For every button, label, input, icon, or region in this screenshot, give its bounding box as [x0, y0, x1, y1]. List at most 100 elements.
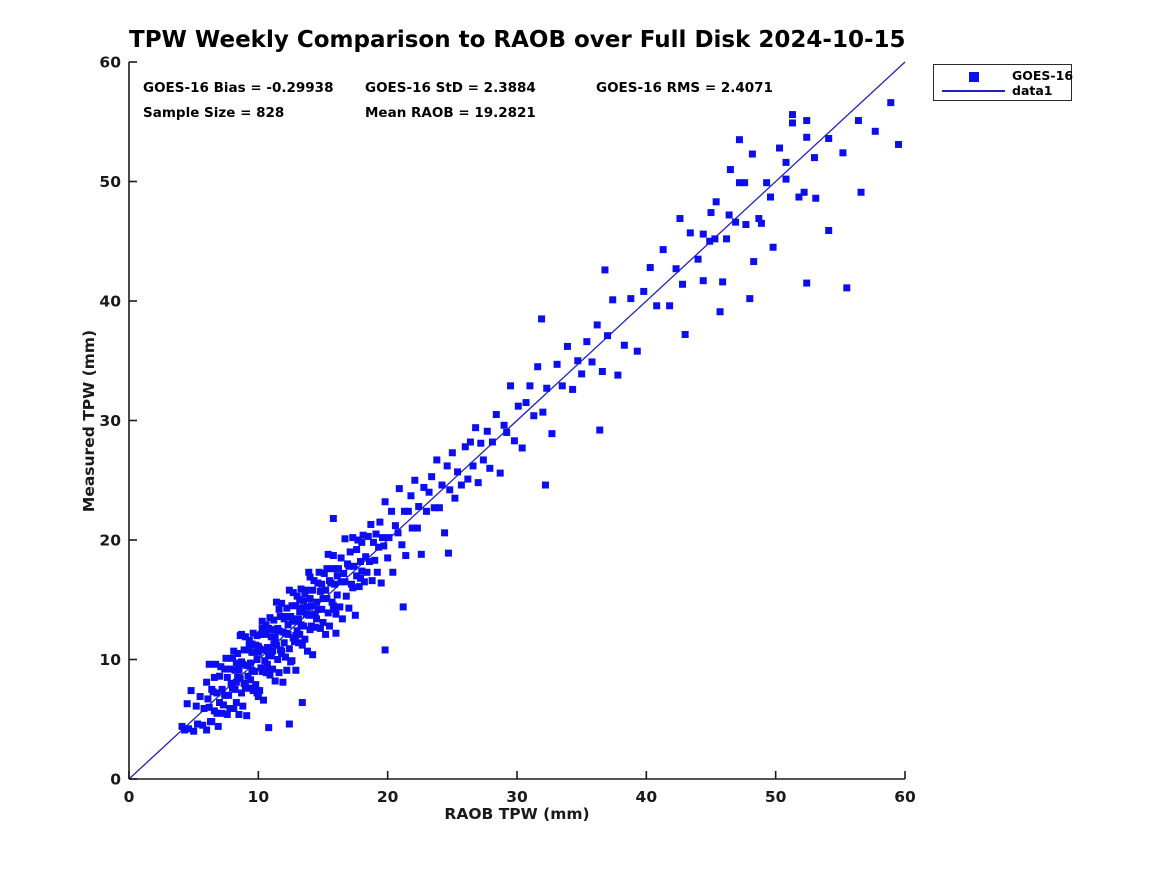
scatter-point [254, 693, 262, 701]
scatter-point [375, 543, 383, 551]
scatter-point [464, 475, 472, 483]
scatter-point [363, 568, 371, 576]
scatter-point [253, 632, 261, 640]
scatter-point [238, 630, 246, 638]
scatter-point [569, 385, 577, 393]
scatter-point [262, 621, 270, 629]
scatter-point [530, 412, 538, 420]
scatter-point [854, 117, 862, 125]
scatter-point [757, 219, 765, 227]
scatter-point [333, 591, 341, 599]
scatter-point [296, 596, 304, 604]
scatter-point [225, 691, 233, 699]
scatter-point [272, 598, 280, 606]
x-tick-label: 40 [636, 788, 658, 806]
scatter-point [422, 507, 430, 515]
scatter-point [803, 117, 811, 125]
scatter-point [472, 424, 480, 432]
scatter-point [558, 382, 566, 390]
scatter-point [857, 188, 865, 196]
scatter-point [324, 609, 332, 617]
scatter-point [222, 654, 230, 662]
scatter-point [307, 622, 315, 630]
scatter-point [435, 504, 443, 512]
scatter-point [871, 127, 879, 135]
scatter-point [204, 695, 212, 703]
scatter-point [230, 704, 238, 712]
scatter-point [349, 534, 357, 542]
legend-box: GOES-16 data1 [933, 64, 1073, 101]
scatter-point [285, 720, 293, 728]
scatter-point [303, 647, 311, 655]
scatter-point [782, 175, 790, 183]
scatter-point [314, 579, 322, 587]
scatter-point [292, 666, 300, 674]
scatter-point [280, 639, 288, 647]
scatter-point [415, 503, 423, 511]
scatter-point [232, 699, 240, 707]
scatter-point [243, 684, 251, 692]
scatter-point [252, 681, 260, 689]
scatter-point [614, 371, 622, 379]
scatter-point [306, 595, 314, 603]
scatter-point [609, 296, 617, 304]
scatter-point [276, 612, 284, 620]
scatter-point [438, 481, 446, 489]
scatter-point [203, 726, 211, 734]
scatter-point [389, 568, 397, 576]
scatter-point [503, 428, 511, 436]
scatter-point [735, 136, 743, 144]
scatter-point [444, 549, 452, 557]
scatter-point [349, 584, 357, 592]
scatter-point [335, 565, 343, 573]
scatter-point [271, 677, 279, 685]
scatter-point [795, 193, 803, 201]
y-axis-label: Measured TPW (mm) [80, 329, 98, 513]
scatter-point [283, 604, 291, 612]
scatter-point [776, 144, 784, 152]
scatter-point [454, 468, 462, 476]
scatter-point [763, 179, 771, 187]
scatter-point [332, 610, 340, 618]
scatter-point [262, 627, 270, 635]
scatter-point [741, 179, 749, 187]
scatter-point [292, 632, 300, 640]
scatter-point [283, 666, 291, 674]
scatter-point [227, 679, 235, 687]
scatter-point [711, 235, 719, 243]
scatter-point [292, 602, 300, 610]
scatter-point [371, 556, 379, 564]
scatter-point [226, 704, 234, 712]
scatter-point [291, 617, 299, 625]
scatter-point [367, 520, 375, 528]
scatter-point [260, 696, 268, 704]
scatter-point [338, 615, 346, 623]
scatter-point [250, 667, 258, 675]
scatter-point [366, 558, 374, 566]
scatter-point [748, 150, 756, 158]
scatter-point [843, 284, 851, 292]
scatter-point [243, 712, 251, 720]
scatter-point [433, 456, 441, 464]
scatter-point [322, 630, 330, 638]
scatter-point [451, 494, 459, 502]
scatter-point [329, 552, 337, 560]
scatter-point [812, 194, 820, 202]
scatter-point [510, 437, 518, 445]
scatter-point [331, 605, 339, 613]
scatter-point [474, 479, 482, 487]
scatter-point [354, 536, 362, 544]
scatter-point [578, 370, 586, 378]
scatter-point [492, 411, 500, 419]
scatter-point [746, 295, 754, 303]
scatter-point [216, 672, 224, 680]
scatter-point [839, 149, 847, 157]
scatter-point [309, 586, 317, 594]
scatter-point [543, 384, 551, 392]
scatter-point [725, 211, 733, 219]
scatter-point [298, 641, 306, 649]
scatter-point [601, 266, 609, 274]
scatter-point [289, 589, 297, 597]
scatter-point [679, 280, 687, 288]
scatter-point [221, 691, 229, 699]
